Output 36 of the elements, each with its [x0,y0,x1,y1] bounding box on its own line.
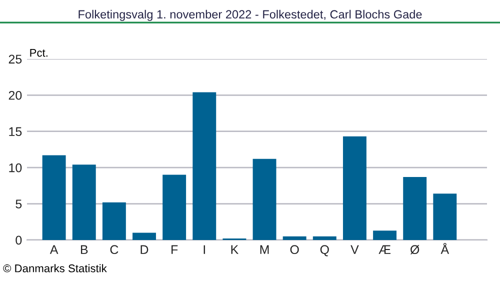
y-tick-label: 25 [8,54,22,64]
x-tick-label: F [172,245,178,254]
bar [403,176,427,240]
x-tick-label: Ø [410,244,420,254]
x-tick-label: O [290,245,299,254]
x-tick-label: V [350,245,359,254]
x-tick-label: M [260,245,269,254]
x-tick-label: Å [440,242,450,254]
y-tick-label: 15 [9,127,22,136]
x-tick-label: A [50,245,58,254]
bar [132,232,156,240]
bar [192,92,216,240]
bar [42,155,66,240]
bar [373,230,397,240]
x-tick-label: B [80,245,88,254]
bar [102,202,126,240]
bar [282,236,306,240]
y-axis-title: Pct. [30,48,48,57]
y-tick-label: 0 [16,236,22,245]
x-tick-label: K [231,245,238,254]
x-tick-label: Q [320,245,329,256]
x-tick-label: C [110,245,118,254]
bar [162,174,186,240]
bar [312,236,336,240]
bar [252,158,276,240]
x-tick-label: I [204,245,205,254]
x-tick-label: Æ [378,245,390,254]
y-tick-label: 10 [9,163,22,172]
chart-title: Folketingsvalg 1. november 2022 - Folkestedet, Carl Blochs Gade [78,10,422,21]
bar [342,136,366,240]
x-tick-label: D [140,245,148,254]
y-tick-label: 20 [8,90,22,100]
bar [433,194,457,240]
text: © Danmarks Statistik [3,264,107,272]
y-tick-label: 5 [16,200,22,208]
bar [72,164,96,240]
